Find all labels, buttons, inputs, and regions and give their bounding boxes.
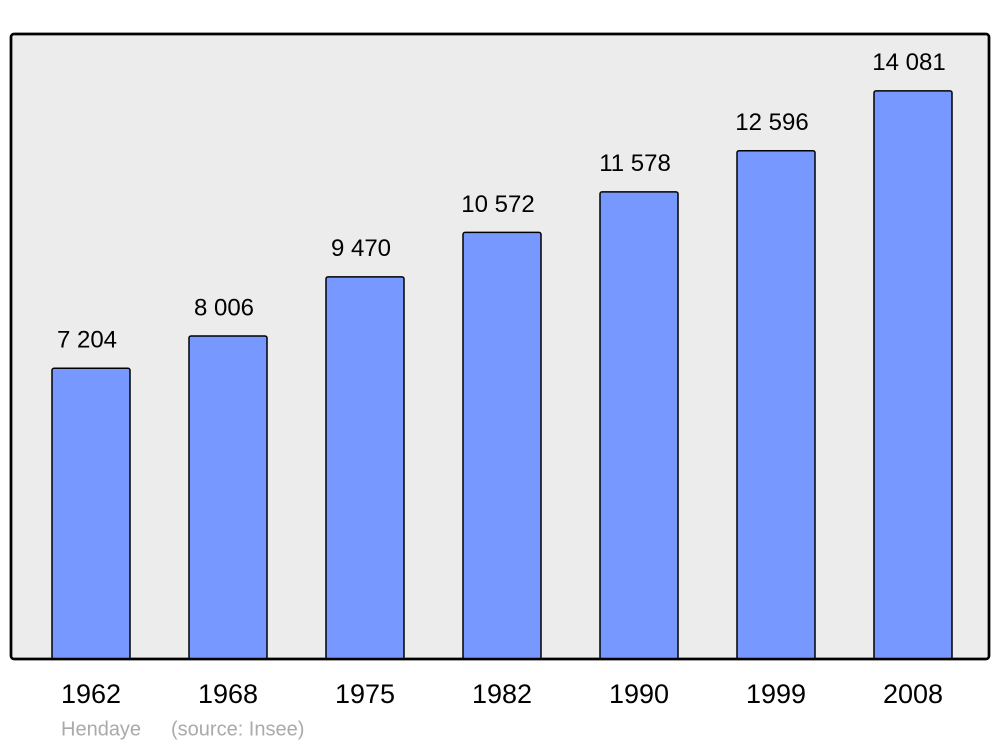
value-label: 10 572 [461, 191, 534, 218]
x-tick-label: 1962 [61, 679, 121, 709]
bar [873, 90, 953, 660]
x-tick-label: 1999 [746, 679, 806, 709]
plot-border [9, 32, 991, 661]
bar [462, 231, 542, 660]
x-tick-label: 1975 [335, 679, 395, 709]
value-label: 8 006 [194, 294, 254, 321]
x-tick-label: 2008 [883, 679, 943, 709]
bar [736, 149, 816, 660]
bar [51, 367, 131, 660]
bar [325, 276, 405, 660]
x-tick-label: 1990 [609, 679, 669, 709]
value-label: 12 596 [735, 109, 808, 136]
value-label: 11 578 [599, 150, 671, 177]
value-label: 14 081 [872, 49, 945, 76]
value-label: 7 204 [57, 327, 117, 354]
footer-source: (source: Insee) [171, 718, 304, 740]
bar [599, 191, 679, 660]
footer-place: Hendaye [61, 718, 141, 740]
bar [188, 335, 268, 660]
value-label: 9 470 [331, 235, 391, 262]
x-tick-label: 1968 [198, 679, 258, 709]
x-tick-label: 1982 [472, 679, 532, 709]
